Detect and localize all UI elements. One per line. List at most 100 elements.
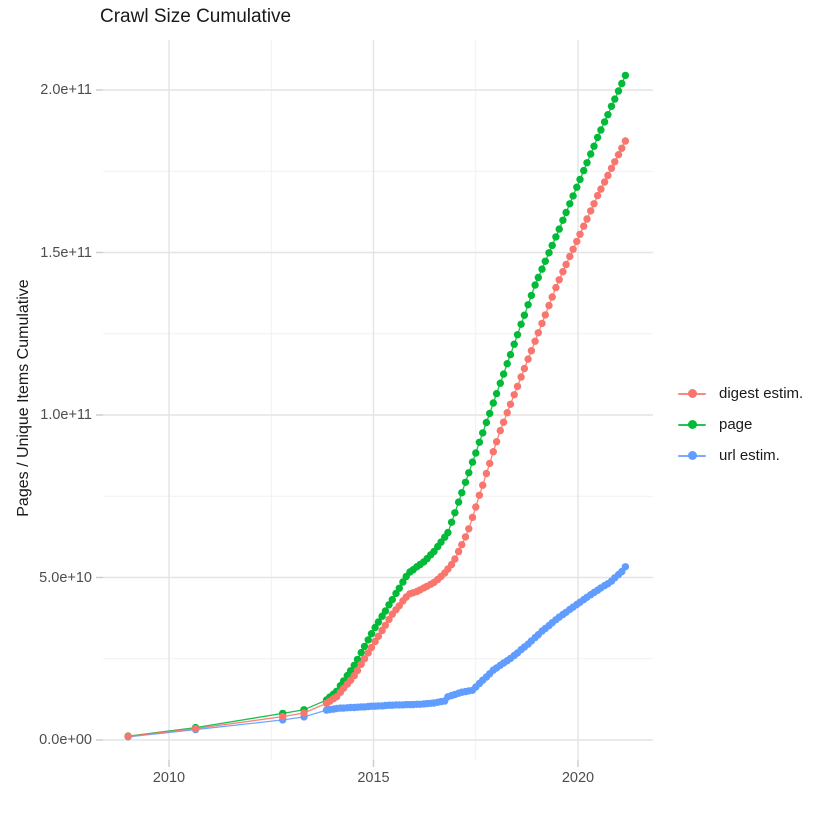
data-point [614, 87, 623, 95]
y-tick-label: 5.0e+10 [39, 569, 92, 586]
data-point [573, 237, 581, 246]
data-point [499, 370, 508, 378]
y-tick-label: 0.0e+00 [39, 732, 92, 748]
data-point [506, 350, 515, 359]
data-point [479, 481, 487, 489]
data-point [468, 513, 477, 522]
data-point [552, 233, 560, 241]
legend: digest estim. page url estim. [676, 378, 803, 471]
data-point [399, 578, 407, 586]
data-point [482, 469, 491, 478]
data-point [583, 159, 591, 167]
data-point [576, 230, 584, 238]
legend-item-digest: digest estim. [676, 378, 803, 409]
data-point [548, 293, 556, 301]
data-point [621, 137, 630, 145]
data-point [388, 595, 396, 604]
data-point [503, 360, 511, 368]
data-point [531, 337, 539, 345]
data-point [562, 260, 570, 269]
data-point [538, 319, 546, 328]
chart-title: Crawl Size Cumulative [100, 6, 292, 27]
data-point [580, 166, 588, 175]
data-point [461, 533, 470, 541]
data-point [486, 459, 494, 468]
data-point [364, 636, 372, 644]
data-point [486, 409, 494, 418]
data-point [583, 215, 591, 223]
data-point [621, 71, 630, 80]
data-point [447, 560, 456, 569]
data-point [367, 643, 376, 652]
data-point [618, 79, 626, 88]
legend-key-page [676, 418, 710, 432]
legend-point-icon [688, 389, 697, 398]
data-point [364, 649, 372, 657]
data-point [479, 429, 487, 437]
data-point [618, 144, 626, 152]
data-point [524, 301, 532, 309]
data-point [576, 175, 584, 184]
data-point [517, 320, 525, 328]
data-point [545, 301, 553, 310]
data-point [538, 265, 546, 273]
legend-key-digest [676, 387, 710, 401]
data-point [506, 400, 515, 408]
data-point [569, 245, 577, 253]
y-tick-label: 1.0e+11 [40, 407, 92, 423]
data-point [552, 283, 560, 292]
data-point [360, 655, 369, 663]
x-tick-label: 2015 [357, 770, 390, 786]
data-point [503, 409, 511, 417]
data-point [541, 257, 549, 265]
data-point [472, 449, 480, 457]
data-point [555, 225, 563, 233]
data-point [489, 448, 497, 456]
legend-item-url: url estim. [676, 440, 803, 471]
data-point [590, 200, 598, 208]
data-point [524, 355, 532, 363]
legend-label-page: page [719, 416, 753, 433]
data-point [604, 111, 612, 119]
data-point [531, 281, 539, 289]
data-point [447, 518, 456, 526]
data-point [357, 660, 365, 668]
data-point [590, 142, 598, 150]
legend-item-page: page [676, 409, 803, 440]
data-point [573, 183, 581, 191]
series-line-url-estim- [128, 566, 626, 738]
data-point [597, 126, 605, 134]
data-point [611, 95, 619, 103]
y-tick-label: 1.5e+11 [40, 244, 92, 261]
data-point [534, 273, 542, 282]
data-point [534, 329, 542, 337]
data-point [458, 541, 466, 549]
data-point [468, 458, 477, 466]
data-point [548, 241, 556, 250]
data-point [520, 364, 529, 373]
data-point [451, 509, 459, 517]
data-point [587, 150, 595, 158]
x-tick-label: 2020 [561, 770, 595, 786]
data-point [374, 618, 383, 626]
data-point [621, 563, 630, 571]
data-point [451, 555, 459, 563]
data-point [482, 418, 491, 427]
data-point [510, 340, 518, 348]
data-point [381, 607, 390, 615]
data-point [559, 216, 567, 224]
data-point [593, 191, 602, 200]
data-point [496, 379, 504, 387]
data-point [527, 291, 536, 300]
data-point [611, 158, 619, 166]
data-point [458, 489, 466, 497]
data-point [367, 630, 376, 638]
data-point [600, 118, 609, 126]
data-point [475, 438, 484, 446]
data-point [566, 200, 574, 208]
data-point [566, 252, 574, 261]
data-point [593, 133, 602, 142]
data-point [499, 418, 508, 426]
